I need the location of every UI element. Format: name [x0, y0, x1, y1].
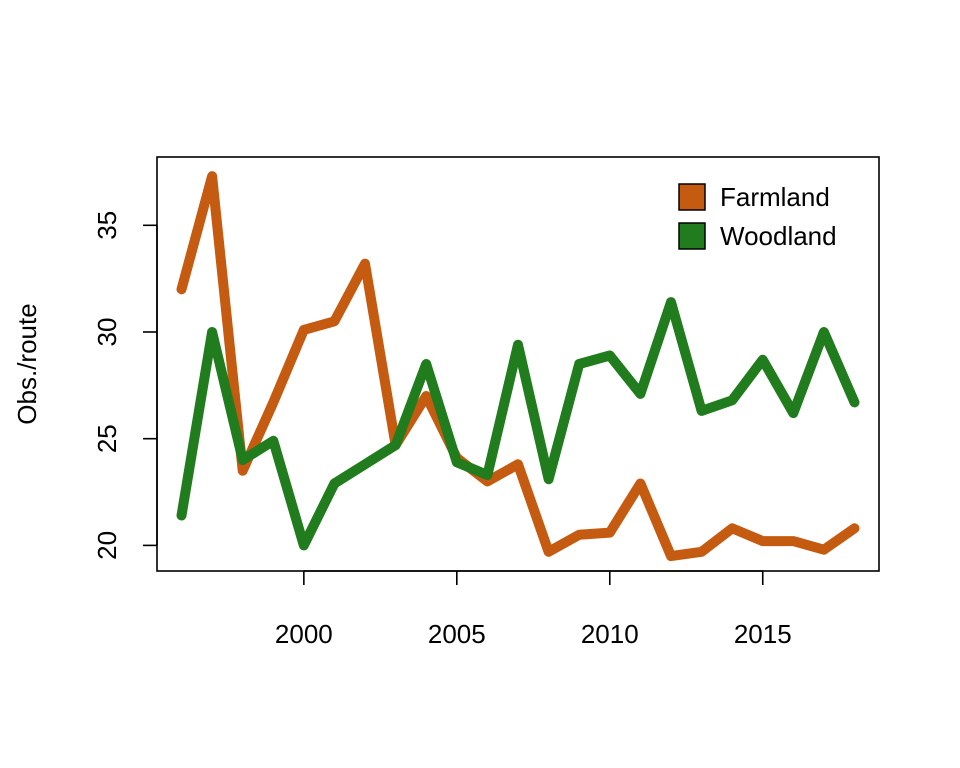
- legend-swatch-woodland: [678, 222, 706, 250]
- legend-label-woodland: Woodland: [720, 221, 837, 251]
- y-tick-label: 30: [92, 318, 122, 347]
- series-line-woodland: [176, 297, 860, 551]
- x-tick-label: 2010: [581, 619, 639, 649]
- y-tick-label: 35: [92, 211, 122, 240]
- legend-label-farmland: Farmland: [720, 182, 830, 212]
- legend: Farmland Woodland: [678, 182, 837, 251]
- y-tick-label: 20: [92, 531, 122, 560]
- x-tick-label: 2000: [275, 619, 333, 649]
- legend-swatch-farmland: [678, 183, 706, 211]
- x-axis: 2000 2005 2010 2015: [275, 570, 792, 649]
- x-tick-label: 2005: [428, 619, 486, 649]
- series-layer: [176, 171, 860, 562]
- y-axis: 20 25 30 35: [92, 211, 158, 560]
- x-tick-label: 2015: [734, 619, 792, 649]
- series-line-farmland: [176, 171, 860, 562]
- y-tick-label: 25: [92, 424, 122, 453]
- y-axis-title: Obs./route: [12, 303, 42, 424]
